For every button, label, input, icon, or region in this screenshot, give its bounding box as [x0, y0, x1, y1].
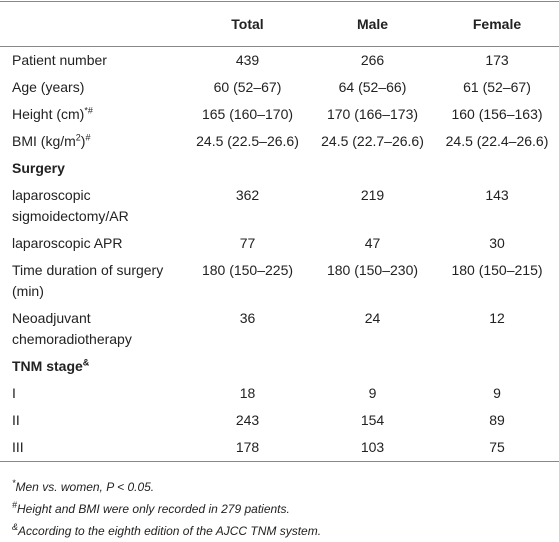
superscript: #: [85, 132, 91, 143]
data-row: Height (cm)*# 165 (160–170) 170 (166–173) 1…: [0, 101, 559, 128]
data-row: Neoadjuvant chemoradiotherapy 36 24 12: [0, 305, 559, 353]
label-text: laparoscopic APR: [12, 235, 123, 251]
superscript: *#: [84, 105, 93, 116]
value-cell: 89: [489, 412, 505, 428]
label-text: III: [12, 439, 24, 455]
value-cell: 61 (52–67): [463, 79, 531, 95]
value-cell: 47: [364, 235, 381, 251]
footnote: &According to the eighth edition of the …: [12, 520, 559, 542]
row-label: I: [0, 380, 185, 407]
footnote-text: Height and BMI were only recorded in 279…: [17, 502, 290, 516]
value-cell: 24: [364, 310, 381, 326]
data-row: BMI (kg/m2)# 24.5 (22.5–26.6) 24.5 (22.7–2…: [0, 128, 559, 155]
value-cell: 24.5 (22.5–26.6): [196, 133, 299, 149]
row-label: laparoscopic APR: [0, 230, 185, 257]
header-row: Total Male Female: [0, 1, 559, 47]
label-text: BMI (kg/m: [12, 133, 76, 149]
row-label: II: [0, 407, 185, 434]
value-cell: 9: [493, 385, 501, 401]
row-label: Height (cm)*#: [0, 101, 185, 128]
footnotes: *Men vs. women, P < 0.05. #Height and BMI…: [0, 476, 559, 542]
value-cell: 64 (52–66): [338, 79, 407, 95]
value-cell: 60 (52–67): [213, 79, 282, 95]
row-label: TNM stage&: [0, 353, 185, 380]
table-head: Total Male Female: [0, 1, 559, 47]
value-cell: 170 (166–173): [326, 106, 419, 122]
label-text: I: [12, 385, 16, 401]
row-label: BMI (kg/m2)#: [0, 128, 185, 155]
footnote-mark: *: [12, 478, 16, 488]
value-cell: 154: [360, 412, 385, 428]
data-table: Total Male Female Patient number 439 266 173 A…: [0, 1, 559, 462]
data-row: II 243 154 89: [0, 407, 559, 434]
data-row: Patient number 439 266 173: [0, 47, 559, 75]
superscript: &: [82, 357, 90, 368]
value-cell: 143: [485, 187, 509, 203]
value-cell: 178: [235, 439, 260, 455]
empty-cell: [185, 155, 559, 182]
row-label: Age (years): [0, 74, 185, 101]
label-text: TNM stage: [12, 358, 83, 374]
data-row: I 18 9 9: [0, 380, 559, 407]
footnote-mark: &: [12, 522, 19, 532]
label-text: laparoscopic sigmoidectomy/AR: [12, 187, 129, 224]
row-label: Patient number: [0, 47, 185, 75]
label-text: ): [80, 133, 86, 149]
label-text: Age (years): [12, 79, 85, 95]
value-cell: 18: [239, 385, 256, 401]
footnote: *Men vs. women, P < 0.05.: [12, 476, 559, 498]
value-cell: 362: [235, 187, 260, 203]
data-row: III 178 103 75: [0, 434, 559, 462]
value-cell: 180 (150–215): [451, 262, 543, 278]
value-cell: 24.5 (22.7–26.6): [321, 133, 424, 149]
footnote-text: According to the eighth edition of the A…: [18, 524, 322, 538]
data-row: Time duration of surgery (min) 180 (150–2…: [0, 257, 559, 305]
superscript: 2: [75, 132, 81, 143]
label-text: Patient number: [12, 52, 107, 68]
value-cell: 180 (150–225): [201, 262, 294, 278]
value-cell: 243: [235, 412, 260, 428]
value-cell: 30: [489, 235, 505, 251]
row-label: Surgery: [0, 155, 185, 182]
footnote-text: Men vs. women, P < 0.05.: [15, 480, 155, 494]
row-label: III: [0, 434, 185, 462]
value-cell: 180 (150–230): [326, 262, 419, 278]
value-cell: 75: [489, 439, 505, 455]
label-text: Time duration of surgery (min): [12, 262, 164, 299]
label-text: Surgery: [12, 160, 65, 176]
value-cell: 173: [485, 52, 509, 68]
label-text: II: [12, 412, 20, 428]
section-row: Surgery: [0, 155, 559, 182]
value-cell: 439: [235, 52, 260, 68]
value-cell: 24.5 (22.4–26.6): [445, 133, 549, 149]
column-header: Total: [231, 16, 264, 32]
section-row: TNM stage&: [0, 353, 559, 380]
data-row: Age (years) 60 (52–67) 64 (52–66) 61 (52–67…: [0, 74, 559, 101]
value-cell: 266: [360, 52, 385, 68]
label-text: Height (cm): [12, 106, 85, 122]
row-label: Neoadjuvant chemoradiotherapy: [0, 305, 185, 353]
row-label: laparoscopic sigmoidectomy/AR: [0, 182, 185, 230]
value-cell: 12: [489, 310, 505, 326]
value-cell: 219: [360, 187, 385, 203]
footnote-mark: #: [12, 500, 18, 510]
empty-cell: [185, 353, 559, 380]
data-row: laparoscopic APR 77 47 30: [0, 230, 559, 257]
header-cell: [0, 2, 185, 47]
column-header: Female: [472, 16, 522, 32]
value-cell: 103: [360, 439, 385, 455]
data-row: laparoscopic sigmoidectomy/AR 362 219 143: [0, 182, 559, 230]
value-cell: 36: [239, 310, 256, 326]
footnote: #Height and BMI were only recorded in 27…: [12, 498, 559, 520]
value-cell: 165 (160–170): [201, 106, 294, 122]
value-cell: 160 (156–163): [451, 106, 543, 122]
column-header: Male: [356, 16, 389, 32]
label-text: Neoadjuvant chemoradiotherapy: [12, 310, 132, 347]
value-cell: 9: [368, 385, 377, 401]
table-body: Patient number 439 266 173 Age (years) 60 (52…: [0, 47, 559, 462]
row-label: Time duration of surgery (min): [0, 257, 185, 305]
value-cell: 77: [239, 235, 256, 251]
